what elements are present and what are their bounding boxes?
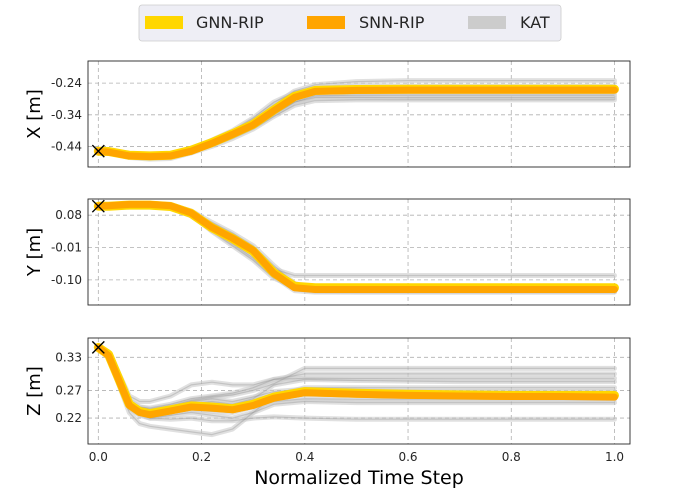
panel-y-kat-core-4 [98, 204, 615, 293]
panel-x-ytick-label: -0.24 [51, 76, 82, 90]
panel-y-start-marker [91, 199, 105, 213]
legend-box [138, 4, 562, 42]
x-tick-label: 0.8 [502, 450, 521, 464]
panel-z-frame [87, 337, 631, 445]
x-tick-label: 0.0 [89, 450, 108, 464]
panel-z-ylabel: Z [m] [24, 366, 45, 416]
x-tick-label: 1.0 [605, 450, 624, 464]
x-axis-label: Normalized Time Step [254, 467, 464, 489]
panel-z-kat-line-1 [95, 343, 617, 438]
x-tick-label: 0.2 [192, 450, 211, 464]
panel-z-start-marker [91, 340, 105, 354]
panel-z-ytick-label: 0.33 [55, 350, 82, 364]
panel-z-kat-core-1 [97, 345, 615, 436]
legend-label-snn-rip: SNN-RIP [359, 13, 425, 32]
legend-swatch-kat [468, 16, 506, 29]
legend-swatch-snn-rip [307, 16, 345, 29]
panel-x-kat-core-2 [98, 99, 615, 157]
panel-x-kat-line-2 [95, 97, 617, 159]
panel-x: -0.44 -0.34 -0.24 X [m] [24, 60, 631, 168]
panel-y-kat-line-4 [95, 203, 617, 295]
x-tick-label: 0.6 [398, 450, 417, 464]
panel-y-kat-line-1 [95, 203, 617, 295]
panel-x-series-snn-rip [94, 86, 618, 161]
panel-y-kat-core-0 [98, 203, 615, 277]
legend-swatch-gnn-rip [145, 16, 183, 29]
x-tick-label: 0.4 [295, 450, 314, 464]
panel-y-kat-line-0 [95, 201, 617, 278]
legend-label-gnn-rip: GNN-RIP [196, 13, 264, 32]
panel-y-kat-core-1 [98, 205, 615, 293]
panel-y-frame [87, 198, 631, 306]
panel-x-ytick-label: -0.34 [51, 108, 82, 122]
panel-y-ytick-label: -0.10 [51, 273, 82, 287]
panel-y-ytick-label: 0.08 [55, 208, 82, 222]
legend-label-kat: KAT [520, 13, 550, 32]
panel-x-ytick-label: -0.44 [51, 139, 82, 153]
panel-z-ytick-label: 0.22 [55, 411, 82, 425]
panel-z: 0.22 0.27 0.33 0.0 0.2 0.4 0.6 0.8 1.0 Z [m] [24, 337, 631, 464]
panel-z-ytick-label: 0.27 [55, 383, 82, 397]
panel-y-ylabel: Y [m] [24, 228, 45, 277]
panel-y-ytick-label: -0.01 [51, 241, 82, 255]
panel-x-frame [87, 60, 631, 168]
panel-x-ylabel: X [m] [24, 89, 45, 139]
panel-z-series-snn-rip [94, 343, 618, 419]
legend: GNN-RIP SNN-RIP KAT [138, 4, 562, 42]
panel-x-start-marker [91, 144, 105, 158]
panel-y: -0.10 -0.01 0.08 Y [m] [24, 198, 631, 306]
panel-y-series-snn-rip [94, 200, 618, 293]
